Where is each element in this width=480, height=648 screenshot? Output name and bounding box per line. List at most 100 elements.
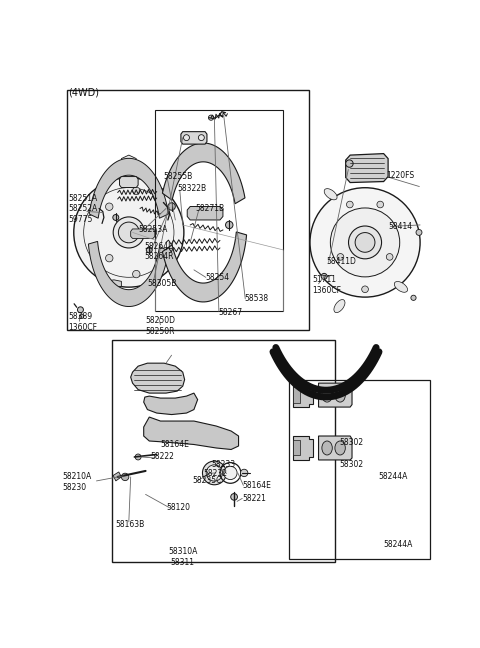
Text: 58271B: 58271B — [196, 205, 225, 213]
Text: 58302: 58302 — [339, 437, 363, 446]
Ellipse shape — [335, 441, 345, 455]
Text: 58322B: 58322B — [177, 184, 206, 193]
Ellipse shape — [394, 281, 408, 292]
Polygon shape — [144, 393, 198, 415]
Polygon shape — [292, 436, 313, 460]
Text: 58255B: 58255B — [163, 172, 192, 181]
Polygon shape — [144, 417, 239, 450]
Circle shape — [132, 270, 140, 278]
Ellipse shape — [334, 299, 345, 312]
Text: 58244A: 58244A — [384, 540, 413, 549]
Polygon shape — [292, 440, 300, 456]
Text: 58414: 58414 — [388, 222, 412, 231]
Text: 58250D
58250R: 58250D 58250R — [145, 316, 176, 336]
Text: 58302: 58302 — [339, 461, 363, 469]
Text: 58164E: 58164E — [242, 481, 271, 490]
Ellipse shape — [136, 164, 142, 174]
Polygon shape — [162, 232, 247, 302]
Circle shape — [206, 465, 223, 481]
Text: 51711
1360CF: 51711 1360CF — [312, 275, 341, 295]
Text: 58305B: 58305B — [148, 279, 177, 288]
Ellipse shape — [92, 203, 97, 214]
Polygon shape — [121, 155, 136, 165]
Polygon shape — [88, 242, 168, 307]
Circle shape — [347, 201, 353, 208]
Ellipse shape — [159, 253, 166, 264]
Text: 58310A
58311: 58310A 58311 — [168, 547, 197, 566]
Polygon shape — [292, 383, 313, 407]
Text: 58232: 58232 — [203, 469, 227, 478]
Circle shape — [231, 494, 238, 500]
Text: 58411D: 58411D — [326, 257, 356, 266]
Circle shape — [119, 222, 139, 243]
Circle shape — [203, 461, 226, 485]
Polygon shape — [131, 363, 185, 393]
Text: 58164E: 58164E — [160, 440, 189, 449]
Polygon shape — [113, 472, 121, 481]
Circle shape — [132, 187, 140, 194]
Text: 58221: 58221 — [242, 494, 266, 503]
Circle shape — [146, 247, 152, 253]
Circle shape — [121, 473, 129, 481]
Text: 58210A
58230: 58210A 58230 — [62, 472, 91, 492]
Circle shape — [149, 229, 156, 236]
Ellipse shape — [335, 388, 345, 402]
Circle shape — [79, 314, 84, 318]
Circle shape — [135, 454, 141, 460]
Text: 58163B: 58163B — [115, 520, 144, 529]
Polygon shape — [346, 154, 388, 183]
Bar — [155, 110, 283, 311]
Circle shape — [386, 253, 393, 260]
Circle shape — [416, 229, 422, 235]
Bar — [112, 340, 335, 562]
Circle shape — [337, 253, 344, 260]
Polygon shape — [187, 207, 223, 220]
Polygon shape — [292, 387, 300, 402]
Text: 58389
1360CF: 58389 1360CF — [68, 312, 97, 332]
Polygon shape — [89, 158, 168, 218]
Ellipse shape — [114, 290, 120, 301]
Text: 58244A: 58244A — [378, 472, 408, 481]
Circle shape — [411, 295, 416, 301]
Circle shape — [113, 214, 119, 220]
Circle shape — [113, 217, 144, 248]
Circle shape — [208, 115, 214, 121]
Circle shape — [377, 201, 384, 208]
Circle shape — [74, 178, 184, 287]
Bar — [289, 380, 430, 559]
Circle shape — [362, 286, 368, 293]
Text: 58120: 58120 — [166, 503, 190, 513]
Polygon shape — [162, 143, 245, 203]
Text: 58235C: 58235C — [192, 476, 221, 485]
Circle shape — [77, 307, 84, 313]
Bar — [67, 90, 309, 330]
Ellipse shape — [322, 441, 332, 455]
Text: 1220FS: 1220FS — [386, 170, 415, 179]
Text: 58253A: 58253A — [138, 226, 168, 235]
Text: 58222: 58222 — [150, 452, 174, 461]
Polygon shape — [131, 229, 155, 238]
Circle shape — [183, 135, 190, 141]
Polygon shape — [319, 383, 352, 407]
Circle shape — [224, 467, 237, 480]
Polygon shape — [319, 436, 352, 460]
Text: (4WD): (4WD) — [68, 87, 99, 98]
Ellipse shape — [322, 388, 332, 402]
Circle shape — [321, 273, 327, 279]
Text: 58264L
58264R: 58264L 58264R — [145, 242, 174, 261]
Circle shape — [240, 469, 248, 477]
Text: 58251A
58252A
59775: 58251A 58252A 59775 — [68, 194, 97, 224]
Text: 58233: 58233 — [212, 460, 236, 469]
Text: 58254: 58254 — [205, 273, 229, 282]
Polygon shape — [120, 176, 138, 187]
Text: 58267: 58267 — [218, 308, 242, 317]
Circle shape — [330, 208, 400, 277]
Ellipse shape — [324, 189, 337, 200]
Circle shape — [226, 221, 233, 229]
Text: 58538: 58538 — [244, 294, 268, 303]
Circle shape — [310, 188, 420, 297]
Polygon shape — [181, 132, 207, 144]
Circle shape — [106, 255, 113, 262]
Circle shape — [168, 203, 175, 210]
Circle shape — [348, 226, 382, 259]
